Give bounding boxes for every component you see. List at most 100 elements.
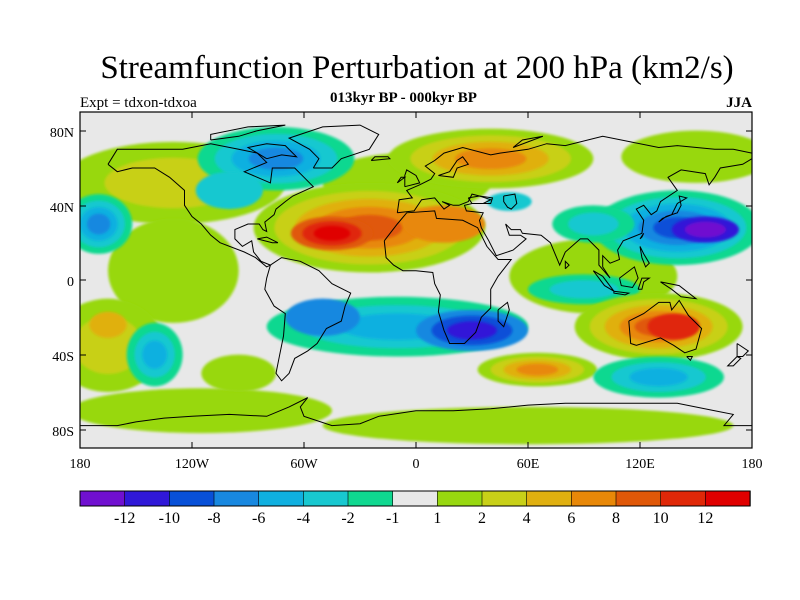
coastline [287,124,380,169]
colorbar-box [571,490,617,507]
contour-region [684,221,727,238]
lon-tick-label: 60W [290,457,318,472]
contour-region [86,213,111,235]
coastline [639,246,650,268]
colorbar-box [392,490,439,507]
contour-region [516,363,559,376]
contour-region [285,298,360,337]
lon-tick-label: 120E [625,457,655,472]
contour-region [402,205,486,243]
lat-axis: 80N 40N 0 40S 80S [50,126,752,440]
plot-title: Streamfunction Perturbation at 200 hPa (… [100,50,734,86]
coastline [628,299,703,354]
lon-tick-label: 60E [517,457,540,472]
colorbar-label: -12 [114,510,135,527]
coastline [438,156,470,178]
colorbar-box [213,490,260,507]
coastline [383,210,513,344]
map-panel [79,111,753,449]
coastline [264,257,352,382]
lon-tick-label: 180 [70,457,91,472]
colorbar-box [79,490,126,507]
contour-region [195,171,263,210]
contour-region [447,321,497,340]
colorbar-label: 8 [612,510,620,527]
contour-region [107,218,239,323]
colorbar-box [660,490,707,507]
coastlines [80,124,752,427]
colorbar-label: 12 [697,510,713,527]
contour-region [201,354,276,393]
contour-region [549,280,619,299]
colorbar-label: -8 [207,510,220,527]
coastline [619,266,639,289]
coastline [467,195,492,204]
lat-tick-label: 40N [50,201,74,216]
contour-region [629,367,688,387]
lon-tick-label: 120W [175,457,210,472]
lon-tick-label: 180 [742,457,763,472]
contour-region [89,311,127,338]
season-label: JJA [726,95,752,111]
colorbar-box [303,490,349,507]
coastline [210,124,286,141]
coastline [80,397,752,427]
colorbar: -12 -10 -8 -6 -4 -2 -1 1 2 4 6 8 10 12 [79,490,751,527]
colorbar-label: -4 [297,510,310,527]
colorbar-box [437,490,483,507]
colorbar-box [705,490,751,507]
coastline [686,356,694,362]
coastline [396,176,407,184]
coastline [503,193,518,210]
coastline [497,301,510,328]
colorbar-label: -1 [386,510,399,527]
lon-tick-label: 0 [413,457,420,472]
lat-tick-label: 40S [52,350,74,365]
lat-tick-label: 80S [52,425,74,440]
contour-region [486,192,532,211]
plot-subtitle: 013kyr BP - 000kyr BP [330,90,477,106]
coastline [637,277,651,290]
colorbar-box [124,490,171,507]
colorbar-label: 2 [478,510,486,527]
coastline [613,290,631,296]
contour-region [80,388,332,434]
colorbar-box [615,490,662,507]
contour-region [313,225,351,241]
contour-fields [80,126,752,445]
colorbar-box [481,490,528,507]
colorbar-label: -2 [341,510,354,527]
colorbar-label: -6 [252,510,265,527]
contour-region [322,406,734,445]
contour-region [142,340,168,369]
colorbar-label: 4 [523,510,531,527]
coastline [660,281,698,300]
colorbar-label: -10 [159,510,180,527]
lat-tick-label: 80N [50,126,74,141]
coastline [246,143,298,160]
coastline [726,356,742,367]
contour-region [647,313,700,340]
coastline [736,343,750,357]
coastline [639,233,645,240]
colorbar-label: 10 [653,510,669,527]
colorbar-label: 6 [567,510,575,527]
coastline [564,260,570,270]
coastline [512,135,544,148]
coastline [257,236,279,244]
contour-region [454,148,527,170]
colorbar-frame [79,490,751,507]
coastline [658,195,688,223]
lat-tick-label: 0 [67,275,74,290]
coastline [370,156,392,161]
colorbar-box [347,490,394,507]
contour-region [621,130,752,183]
contour-region [568,212,619,236]
experiment-label: Expt = tdxon-tdxoa [80,95,197,111]
colorbar-box [169,490,215,507]
lon-axis: 180 120W 60W 0 60E 120E 180 [70,112,763,472]
coastline [107,143,315,268]
colorbar-box [258,490,305,507]
colorbar-label: 1 [433,510,441,527]
